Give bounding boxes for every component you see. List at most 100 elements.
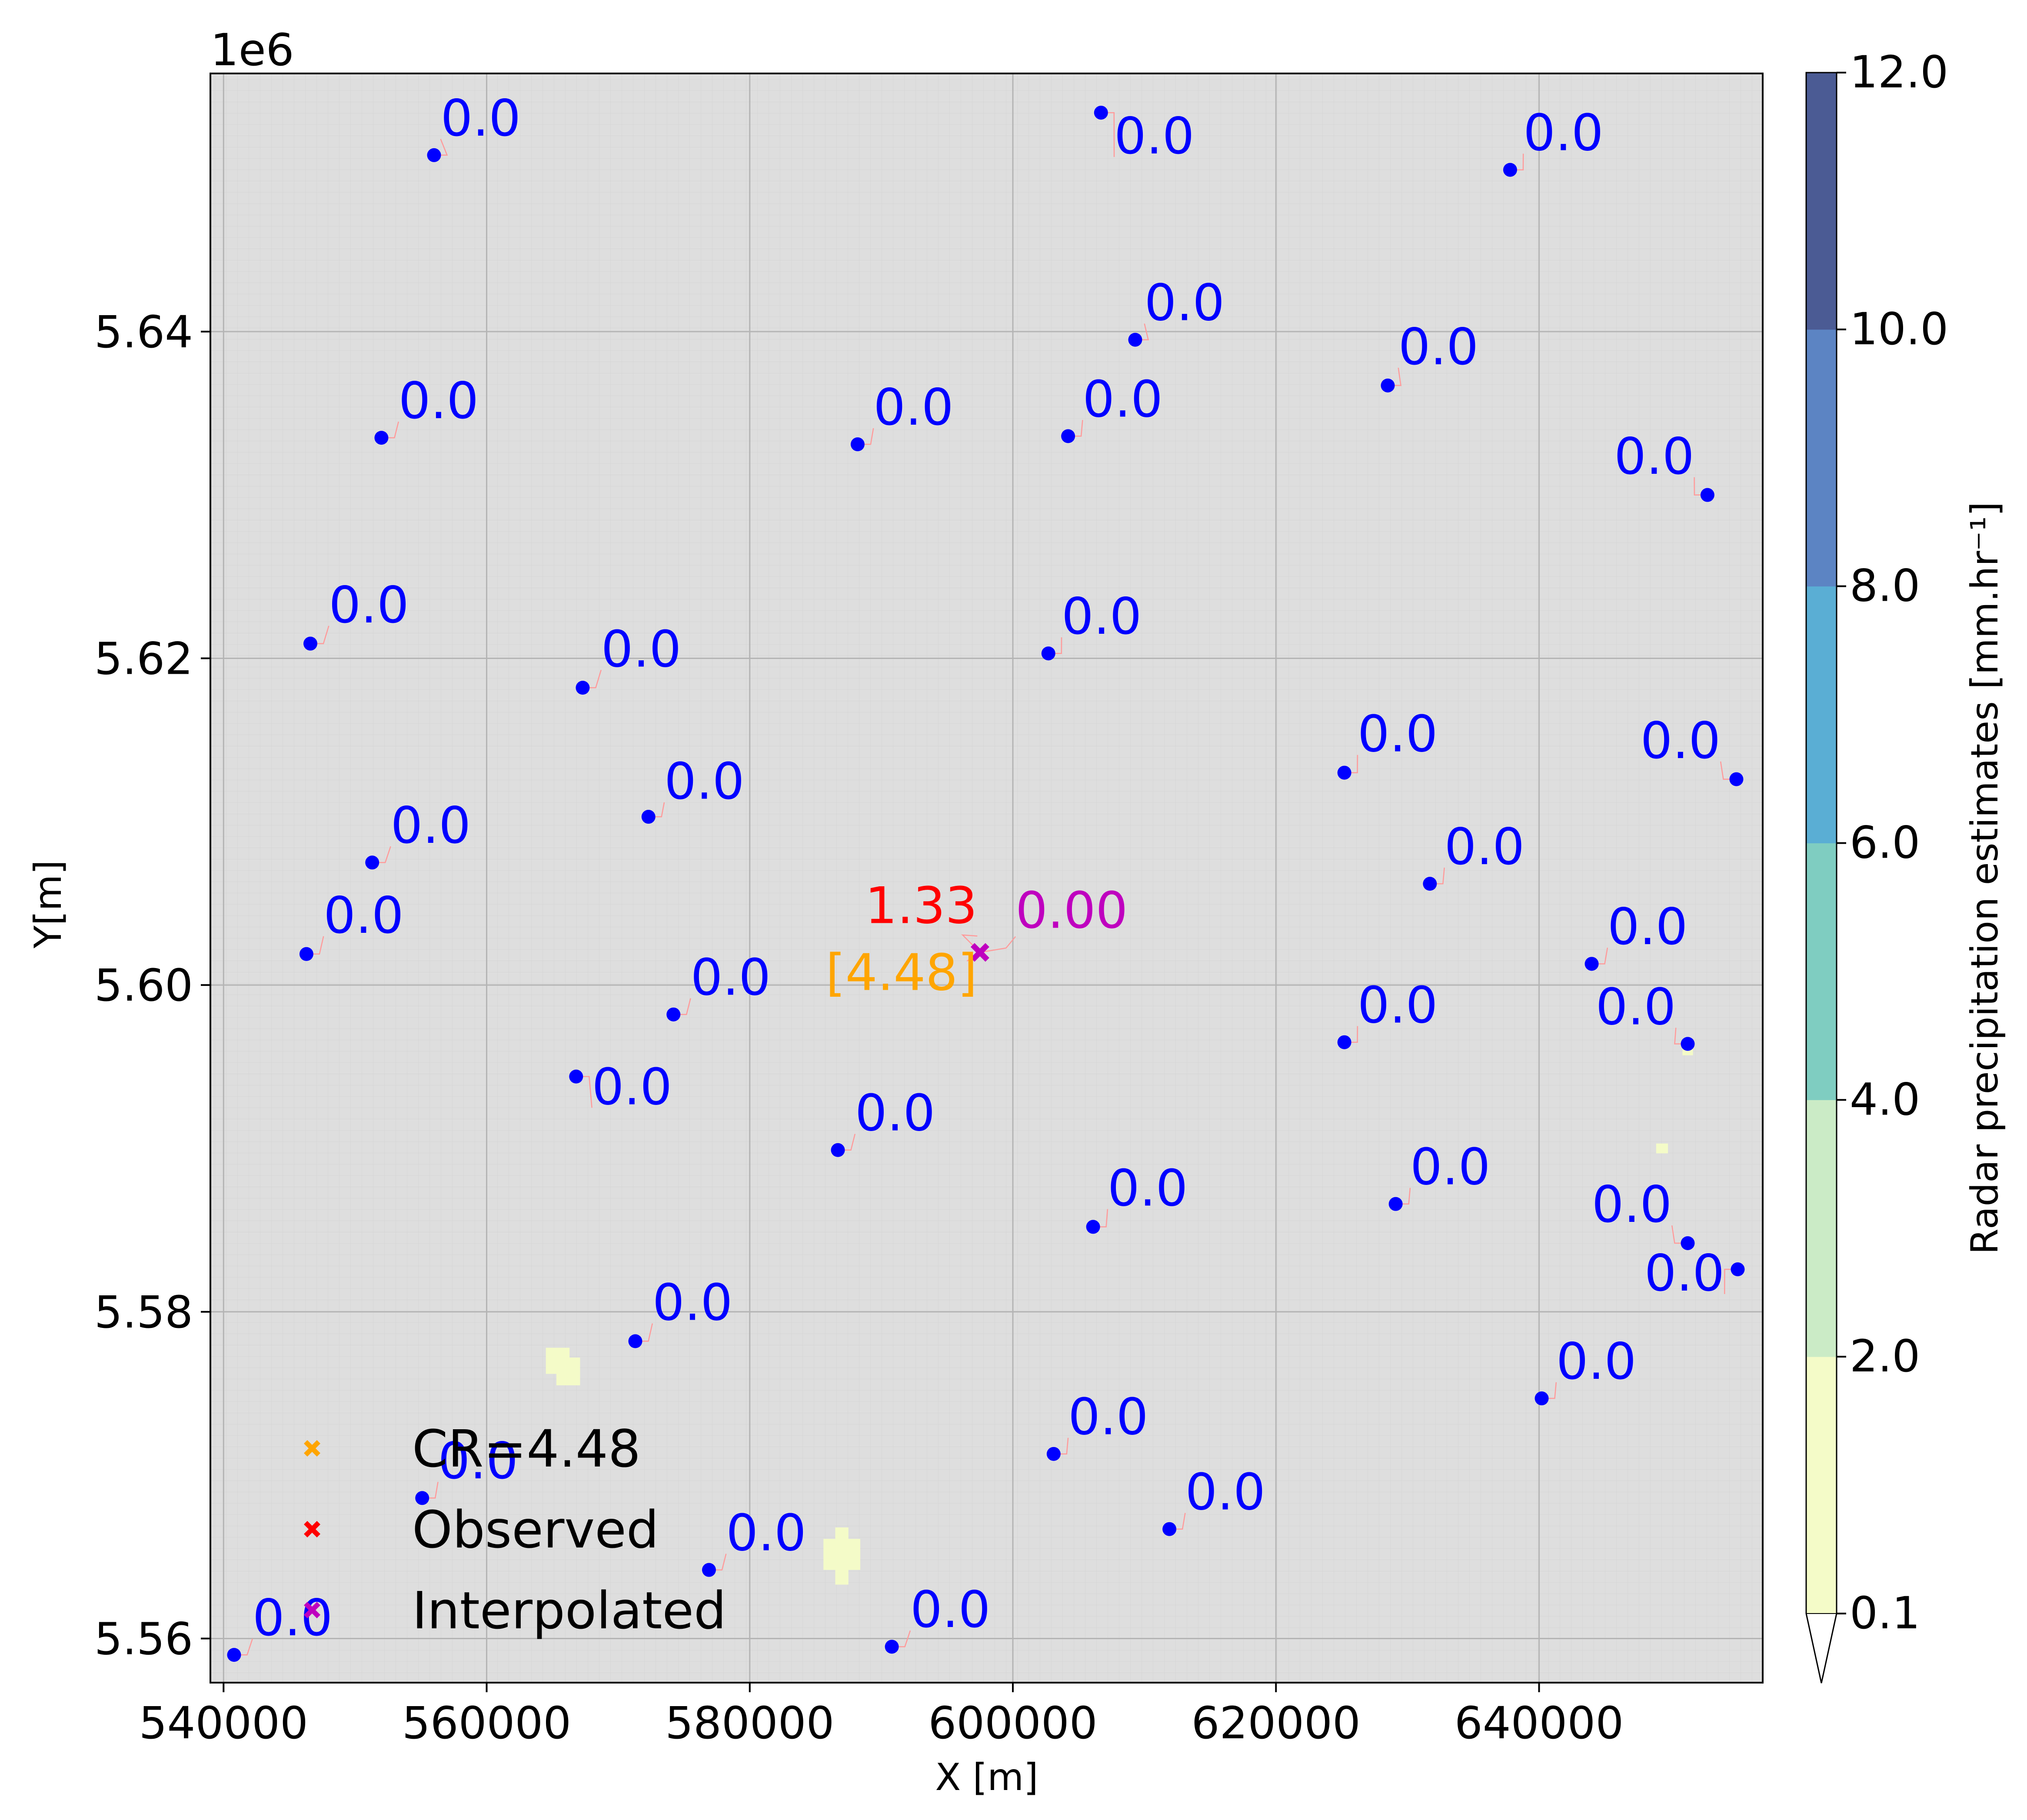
station-point: [227, 1648, 241, 1662]
station-value-label: 0.0: [1641, 712, 1721, 770]
station-value-label: 0.0: [1592, 1175, 1672, 1234]
station-point: [1731, 1262, 1745, 1277]
station-value-labels: 0.0 0.0 0.0 0.0 0.0 0.0 0.0 0.0 0.0 0.0 0.0 0.0 0.0 0…: [253, 89, 1724, 1647]
rain-patch: [1656, 1143, 1668, 1154]
colorbar-segment: [1806, 329, 1837, 587]
legend-label-cr: CR=4.48: [412, 1419, 641, 1479]
station-point: [415, 1491, 429, 1505]
station-value-label: 0.0: [691, 948, 771, 1007]
station-value-label: 0.0: [438, 1432, 518, 1491]
legend-marker-interpolated: [304, 1602, 320, 1618]
x-tick-label: 600000: [928, 1697, 1097, 1749]
station-point: [666, 1007, 681, 1021]
rain-patches: [546, 1039, 1693, 1585]
colorbar-tick-label: 12.0: [1850, 47, 1948, 98]
x-tick-label: 580000: [665, 1697, 834, 1749]
rain-patch: [835, 1527, 849, 1585]
station-value-label: 0.0: [391, 796, 471, 855]
y-axis-ticks: 5.56 5.58 5.60 5.62 5.64: [94, 306, 210, 1665]
station-value-label: 0.0: [253, 1589, 333, 1647]
station-value-label: 0.0: [855, 1084, 935, 1143]
station-value-label: 0.0: [1082, 370, 1162, 429]
station-value-label: 0.0: [1644, 1244, 1724, 1303]
station-value-label: 0.0: [652, 1274, 732, 1332]
station-value-label: 0.0: [601, 620, 681, 679]
station-value-label: 0.0: [910, 1580, 990, 1639]
legend-label-observed: Observed: [412, 1500, 659, 1560]
legend-label-interpolated: Interpolated: [412, 1580, 726, 1640]
station-point: [374, 431, 389, 445]
x-tick-label: 560000: [402, 1697, 571, 1749]
station-point: [1041, 646, 1055, 661]
station-point: [1423, 877, 1437, 891]
station-point: [1162, 1522, 1177, 1536]
rain-patch: [556, 1358, 580, 1385]
station-value-label: 0.0: [441, 89, 521, 148]
station-point: [1534, 1391, 1549, 1406]
y-tick-label: 5.64: [94, 306, 193, 358]
target-marker: [970, 943, 989, 962]
colorbar-segment: [1806, 1357, 1837, 1614]
station-value-label: 0.0: [399, 372, 479, 430]
station-point: [850, 437, 865, 452]
station-point: [1729, 772, 1744, 786]
cr-value-label: [4.48]: [826, 943, 978, 1002]
fine-grid: [210, 73, 1763, 1683]
legend-marker-observed: [304, 1521, 320, 1537]
station-value-label: 0.0: [1145, 274, 1225, 333]
x-axis-ticks: 540000 560000 580000 600000 620000 640000: [139, 1683, 1624, 1749]
station-value-label: 0.0: [1358, 976, 1438, 1035]
colorbar-label: Radar precipitation estimates [mm.hr⁻¹]: [1963, 502, 2007, 1254]
x-tick-label: 620000: [1192, 1697, 1361, 1749]
station-value-label: 0.0: [1608, 898, 1688, 956]
x-tick-label: 540000: [139, 1697, 308, 1749]
y-offset-text: 1e6: [210, 24, 294, 76]
station-value-label: 0.0: [1398, 318, 1478, 376]
station-value-label: 0.0: [1185, 1463, 1265, 1522]
station-point: [1700, 488, 1714, 502]
colorbar: 0.1 2.0 4.0 6.0 8.0 10.0 12.0: [1805, 47, 1948, 1684]
station-point: [1681, 1037, 1695, 1051]
colorbar-segment: [1806, 586, 1837, 843]
y-tick-label: 5.62: [94, 633, 193, 685]
colorbar-tick-label: 4.0: [1850, 1074, 1920, 1125]
colorbar-tick-label: 2.0: [1850, 1331, 1920, 1382]
colorbar-tick-label: 0.1: [1850, 1587, 1920, 1639]
station-point: [1086, 1220, 1100, 1234]
leader-line: [980, 936, 1016, 953]
colorbar-tick-label: 10.0: [1850, 303, 1948, 355]
y-axis-label: Y[m]: [27, 860, 70, 948]
station-value-label: 0.0: [1410, 1138, 1490, 1197]
station-point: [1681, 1236, 1695, 1250]
station-value-label: 0.0: [1596, 978, 1676, 1036]
station-point: [1381, 378, 1395, 393]
legend-marker-cr: [304, 1440, 320, 1457]
station-point: [569, 1069, 583, 1084]
station-point: [1503, 163, 1517, 177]
station-value-label: 0.0: [1062, 587, 1142, 646]
y-tick-label: 5.58: [94, 1287, 193, 1338]
station-point: [628, 1334, 642, 1348]
colorbar-segment: [1806, 73, 1837, 330]
station-value-label: 0.0: [1523, 104, 1603, 163]
station-point: [1061, 429, 1075, 443]
station-value-label: 0.0: [1108, 1159, 1188, 1218]
station-value-label: 0.0: [1556, 1332, 1636, 1391]
station-point: [641, 810, 656, 824]
y-tick-label: 5.56: [94, 1614, 193, 1665]
station-value-label: 0.0: [1114, 107, 1194, 166]
station-point: [427, 148, 441, 162]
station-value-label: 0.0: [1445, 818, 1524, 876]
station-point: [303, 636, 317, 651]
station-point: [885, 1640, 899, 1654]
colorbar-tick-label: 8.0: [1850, 560, 1920, 612]
station-value-label: 0.0: [592, 1058, 672, 1117]
station-point: [1337, 1035, 1351, 1049]
station-point: [1046, 1447, 1061, 1461]
station-point: [831, 1143, 845, 1157]
station-value-label: 0.0: [664, 752, 744, 811]
station-value-label: 0.0: [1614, 427, 1694, 486]
station-value-label: 0.0: [1358, 705, 1438, 764]
station-point: [299, 947, 313, 961]
station-point: [576, 681, 590, 695]
